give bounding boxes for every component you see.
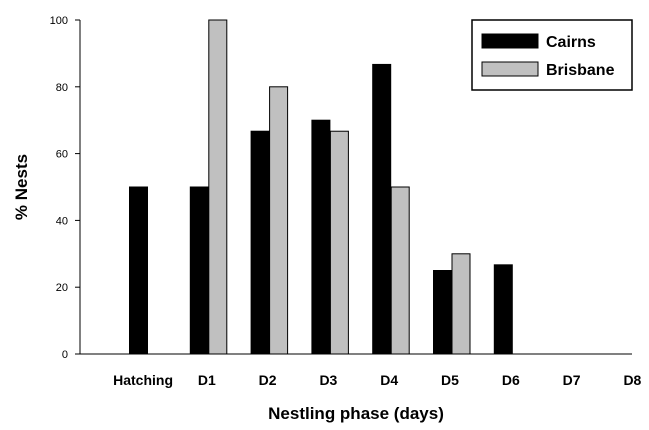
x-tick-label-d8: D8 bbox=[623, 372, 641, 388]
bar-brisbane-d3 bbox=[329, 130, 349, 355]
x-axis-title: Nestling phase (days) bbox=[268, 404, 444, 423]
y-tick-label-20: 20 bbox=[56, 282, 68, 294]
bar-brisbane-d5 bbox=[451, 253, 471, 355]
y-tick-label-60: 60 bbox=[56, 149, 68, 161]
y-axis-title: % Nests bbox=[12, 154, 31, 220]
bar-cairns-d5 bbox=[433, 270, 452, 355]
legend: Cairns Brisbane bbox=[471, 19, 633, 91]
legend-swatch-cairns bbox=[481, 33, 539, 49]
bar-cairns-d1 bbox=[189, 186, 209, 355]
bar-cairns-d4 bbox=[372, 63, 392, 355]
y-tick-label-80: 80 bbox=[56, 82, 68, 94]
x-tick-label-d3: D3 bbox=[319, 372, 337, 388]
bar-cairns-d2 bbox=[250, 130, 270, 355]
bar-brisbane-d2 bbox=[269, 86, 289, 355]
x-tick-label-d6: D6 bbox=[502, 372, 520, 388]
bar-brisbane-d1 bbox=[208, 19, 228, 355]
x-tick-label-d2: D2 bbox=[259, 372, 277, 388]
x-tick-label-d1: D1 bbox=[198, 372, 216, 388]
y-tick-label-40: 40 bbox=[56, 215, 68, 227]
y-tick-label-100: 100 bbox=[50, 15, 68, 27]
y-ticks: 0 20 40 60 80 100 bbox=[50, 15, 80, 361]
bars-layer bbox=[129, 19, 513, 355]
legend-box bbox=[471, 19, 633, 91]
y-tick-label-0: 0 bbox=[62, 349, 68, 361]
bar-cairns-hatching bbox=[129, 186, 148, 355]
bar-cairns-d3 bbox=[311, 119, 331, 355]
bar-brisbane-d4 bbox=[390, 186, 410, 355]
legend-label-cairns: Cairns bbox=[546, 34, 596, 51]
legend-label-brisbane: Brisbane bbox=[546, 62, 615, 79]
bar-cairns-d6 bbox=[493, 264, 513, 355]
x-tick-labels: Hatching D1 D2 D3 D4 D5 D6 D7 D8 bbox=[113, 372, 641, 388]
x-tick-label-d4: D4 bbox=[380, 372, 398, 388]
axes-layer bbox=[79, 20, 632, 355]
x-tick-label-hatching: Hatching bbox=[113, 372, 173, 388]
x-tick-label-d5: D5 bbox=[441, 372, 459, 388]
legend-swatch-brisbane bbox=[481, 61, 539, 77]
x-tick-label-d7: D7 bbox=[563, 372, 581, 388]
